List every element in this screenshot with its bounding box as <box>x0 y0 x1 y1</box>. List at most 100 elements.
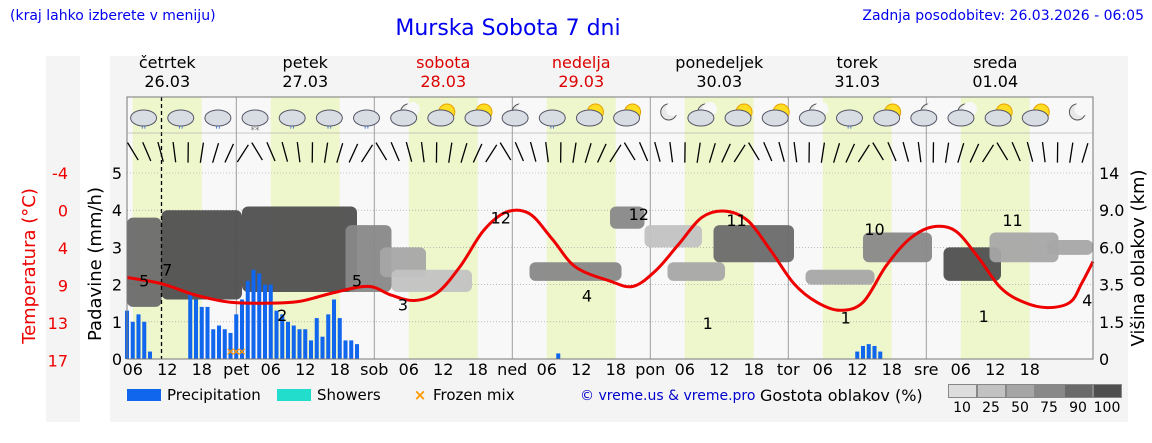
cloud-shape <box>130 109 158 127</box>
cloud-shape <box>501 109 529 127</box>
copyright-link[interactable]: © vreme.us & vreme.pro <box>580 388 756 404</box>
moon-icon <box>660 102 680 121</box>
precipitation-bar <box>268 284 273 359</box>
wind-barb <box>748 142 760 161</box>
cloud-rain-icon <box>353 109 380 127</box>
cloud-scale-label: 25 <box>982 400 1000 416</box>
day-name: torek <box>836 53 878 72</box>
cloud-scale-swatch <box>948 384 977 398</box>
cloud-shape <box>836 109 863 127</box>
wind-barb <box>872 142 884 161</box>
day-date: 27.03 <box>282 72 329 91</box>
temperature-tick-label: 9 <box>58 277 68 296</box>
wind-barb <box>957 142 965 163</box>
cloud-density-block <box>391 269 472 293</box>
visibility-tick-label: 14 <box>1099 164 1119 183</box>
x-tick-label: 18 <box>468 360 488 379</box>
wind-barb <box>1069 142 1074 163</box>
precipitation-bar <box>337 318 342 359</box>
day-name: četrtek <box>138 53 196 72</box>
cloud-rain-icon <box>315 109 343 127</box>
wind-barb <box>172 141 177 163</box>
wind-barb <box>669 141 674 163</box>
cloud-rain-icon <box>538 109 566 127</box>
update-timestamp: Zadnja posodobitev: 26.03.2026 - 06:05 <box>862 8 1144 24</box>
cloud-shape <box>947 109 975 127</box>
wind-barb <box>375 142 388 161</box>
cloud-density-block <box>943 247 1001 281</box>
precipitation-bar <box>251 269 256 359</box>
precipitation-bar <box>274 310 279 359</box>
temperature-label: 4 <box>1082 291 1092 310</box>
sun-cloud-icon <box>464 103 493 127</box>
temperature-label: 12 <box>491 208 511 227</box>
x-tick-label: tor <box>777 360 800 379</box>
visibility-axis-title: Višina oblakov (km) <box>1128 169 1149 346</box>
wind-barb <box>944 142 950 163</box>
cloud-shape <box>353 109 380 127</box>
cloud-shape <box>687 109 715 127</box>
precipitation-bar <box>303 329 308 359</box>
precip-tick-label: 4 <box>112 201 122 220</box>
cloud-shape <box>910 109 938 127</box>
wind-barb <box>281 141 289 162</box>
day-header: nedelja 29.03 <box>521 53 641 91</box>
temperature-tick-label: -4 <box>52 164 68 183</box>
rain-drops: '' <box>550 125 556 136</box>
day-name: ponedeljek <box>675 53 764 72</box>
day-header: sreda 01.04 <box>935 53 1055 91</box>
rain-drops: '' <box>847 125 853 136</box>
wind-barb <box>435 142 438 163</box>
x-tick-label: ned <box>497 360 527 379</box>
precipitation-bar <box>878 351 883 359</box>
wind-barb <box>1026 141 1034 162</box>
visibility-tick-label: 3.5 <box>1099 276 1124 295</box>
precipitation-swatch <box>127 389 161 401</box>
wind-barb <box>969 143 980 163</box>
temperature-label: 2 <box>277 306 287 325</box>
precipitation-bar <box>354 344 360 359</box>
temperature-label: 1 <box>703 314 713 333</box>
rain-drops: '' <box>364 125 370 136</box>
x-tick-label: 06 <box>951 360 971 379</box>
cloud-scale-label: 75 <box>1040 400 1058 416</box>
wind-barb <box>763 141 773 162</box>
temperature-tick-label: 0 <box>58 202 68 221</box>
x-tick-label: 12 <box>709 360 729 379</box>
temperature-label: 11 <box>1002 211 1022 230</box>
day-header: sobota 28.03 <box>383 53 503 91</box>
precipitation-bar <box>308 340 314 359</box>
precipitation-bar <box>280 314 285 359</box>
precipitation-bar <box>234 314 239 359</box>
cloud-scale-label: 10 <box>953 400 971 416</box>
temperature-label: 3 <box>398 295 408 314</box>
temperature-label: 12 <box>629 205 649 224</box>
moon-cut <box>665 102 680 116</box>
precip-tick-label: 3 <box>112 238 122 257</box>
wind-barb <box>485 144 498 163</box>
precipitation-bar <box>860 345 866 359</box>
frozen-mix-marker: × <box>226 345 235 358</box>
visibility-tick-label: 6.0 <box>1099 238 1124 257</box>
day-header: torek 31.03 <box>797 53 917 91</box>
cloud-shape <box>613 109 641 127</box>
cloud-density-block <box>161 210 242 300</box>
wind-barb <box>638 141 649 162</box>
x-tick-label: pon <box>635 360 665 379</box>
wind-barb <box>296 141 301 163</box>
rain-drops: '' <box>141 125 147 136</box>
cloud-shape <box>984 109 1012 127</box>
temperature-tick-label: 17 <box>48 352 68 371</box>
wind-barb <box>721 143 731 163</box>
temperature-line <box>126 208 1095 312</box>
x-tick-label: sre <box>914 360 938 379</box>
visibility-tick-label: 1.5 <box>1099 313 1124 332</box>
x-tick-label: 12 <box>985 360 1005 379</box>
daylight-band <box>546 97 616 359</box>
sun-cloud-icon <box>761 103 790 127</box>
x-tick-label: sob <box>360 360 388 379</box>
cloud-shape <box>278 109 306 127</box>
wind-barb <box>696 142 701 163</box>
wind-barb <box>545 141 549 163</box>
cloud-scale-swatch <box>977 384 1006 398</box>
